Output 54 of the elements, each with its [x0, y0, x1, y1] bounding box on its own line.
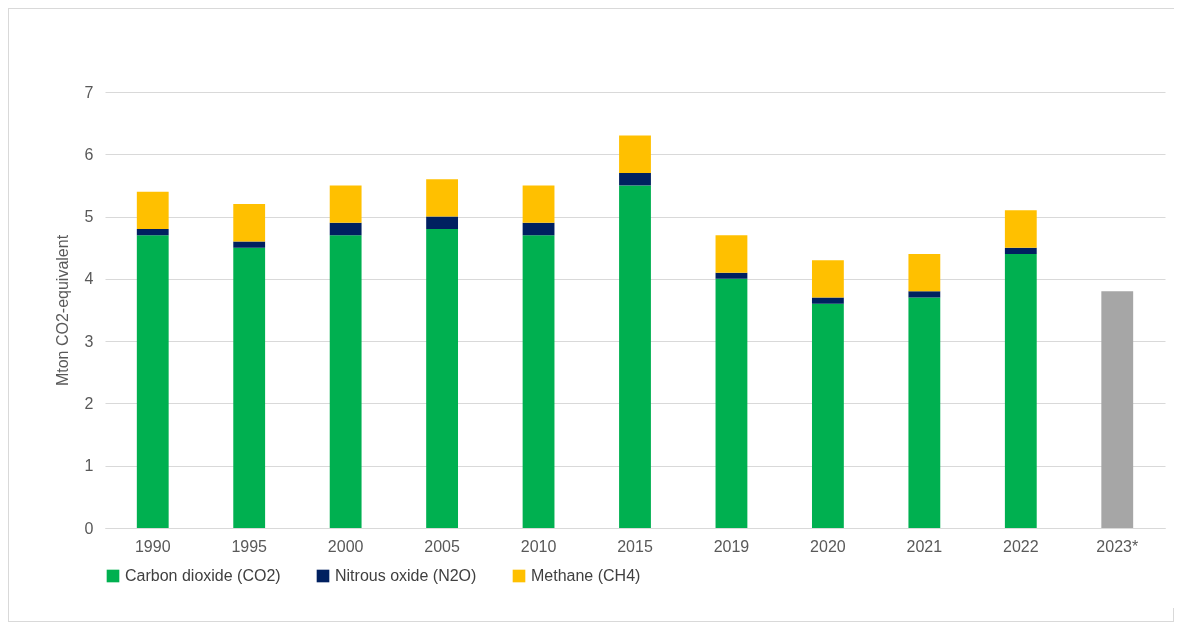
bar — [619, 172, 651, 186]
x-tick-label: 1990 — [134, 537, 171, 555]
bar — [811, 303, 844, 528]
bar — [136, 235, 169, 528]
bar — [811, 297, 844, 304]
bar — [1004, 210, 1037, 248]
bar — [619, 135, 651, 173]
bar — [908, 291, 941, 298]
y-tick-label: 6 — [84, 145, 94, 163]
bar — [619, 185, 651, 528]
y-tick-label: 1 — [84, 457, 94, 475]
bar — [233, 204, 266, 242]
legend-label: Nitrous oxide (N2O) — [335, 567, 477, 584]
bar — [1004, 253, 1037, 528]
bar — [908, 297, 941, 528]
bar — [233, 241, 266, 248]
bar — [1101, 291, 1134, 528]
bar — [426, 229, 459, 528]
bar — [715, 235, 748, 273]
y-tick-label: 2 — [84, 394, 94, 412]
bar — [426, 179, 459, 217]
bar — [329, 222, 362, 236]
bar — [715, 278, 748, 528]
y-tick-label: 3 — [84, 332, 94, 350]
y-tick-label: 5 — [84, 208, 94, 226]
bar — [329, 185, 362, 223]
x-tick-label: 2010 — [520, 537, 557, 555]
x-tick-label: 2023* — [1096, 537, 1139, 555]
bar — [426, 216, 459, 230]
x-tick-label: 2019 — [713, 537, 750, 555]
x-tick-label: 2020 — [810, 537, 846, 555]
x-tick-label: 2022 — [1003, 537, 1039, 555]
bar — [715, 272, 748, 279]
bar — [522, 185, 555, 223]
y-axis-title: Mton CO2-equivalent — [53, 234, 71, 387]
y-tick-label: 7 — [84, 83, 94, 101]
bar — [522, 235, 555, 528]
y-tick-label: 0 — [84, 519, 94, 537]
y-tick-label: 4 — [84, 270, 94, 288]
x-tick-label: 2015 — [617, 537, 653, 555]
bar — [908, 253, 941, 292]
bar — [522, 222, 555, 236]
bar — [811, 260, 844, 298]
x-tick-label: 2005 — [424, 537, 460, 555]
bar — [136, 229, 169, 236]
bar — [233, 247, 266, 528]
legend-label: Methane (CH4) — [531, 567, 641, 584]
bar — [1004, 247, 1037, 254]
legend-label: Carbon dioxide (CO2) — [125, 567, 281, 584]
x-tick-label: 2000 — [327, 537, 364, 555]
x-tick-label: 1995 — [231, 537, 268, 555]
x-tick-label: 2021 — [906, 537, 943, 555]
bar — [136, 191, 169, 230]
bar — [329, 235, 362, 528]
